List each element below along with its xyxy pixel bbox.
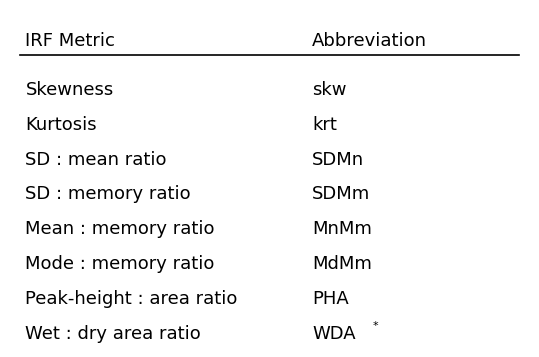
Text: krt: krt	[312, 116, 337, 134]
Text: Mode : memory ratio: Mode : memory ratio	[25, 255, 215, 273]
Text: SD : mean ratio: SD : mean ratio	[25, 151, 167, 169]
Text: skw: skw	[312, 81, 347, 99]
Text: SD : memory ratio: SD : memory ratio	[25, 186, 191, 203]
Text: PHA: PHA	[312, 290, 349, 308]
Text: SDMn: SDMn	[312, 151, 364, 169]
Text: Skewness: Skewness	[25, 81, 114, 99]
Text: WDA: WDA	[312, 325, 356, 343]
Text: MnMm: MnMm	[312, 220, 372, 238]
Text: IRF Metric: IRF Metric	[25, 32, 115, 50]
Text: Kurtosis: Kurtosis	[25, 116, 97, 134]
Text: Wet : dry area ratio: Wet : dry area ratio	[25, 325, 201, 343]
Text: *: *	[373, 321, 378, 331]
Text: SDMm: SDMm	[312, 186, 370, 203]
Text: Peak-height : area ratio: Peak-height : area ratio	[25, 290, 238, 308]
Text: MdMm: MdMm	[312, 255, 372, 273]
Text: Mean : memory ratio: Mean : memory ratio	[25, 220, 215, 238]
Text: Abbreviation: Abbreviation	[312, 32, 427, 50]
